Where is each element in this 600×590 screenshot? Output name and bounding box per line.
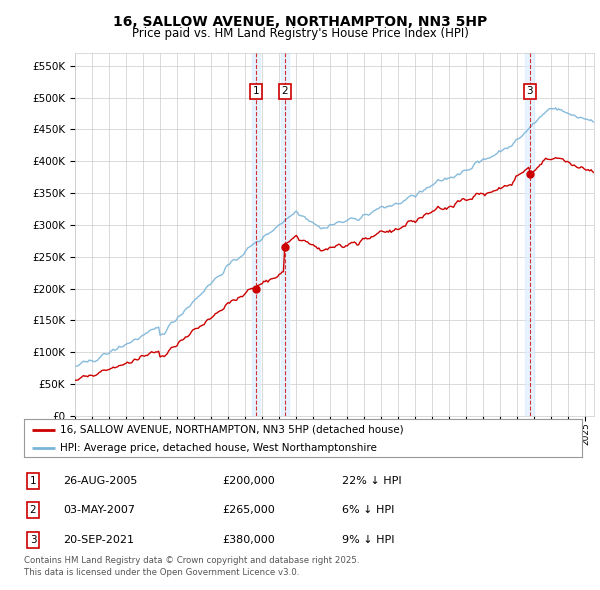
Text: HPI: Average price, detached house, West Northamptonshire: HPI: Average price, detached house, West… xyxy=(60,442,377,453)
Text: 1: 1 xyxy=(253,86,260,96)
Text: 22% ↓ HPI: 22% ↓ HPI xyxy=(342,476,401,486)
Text: 26-AUG-2005: 26-AUG-2005 xyxy=(63,476,137,486)
Text: 20-SEP-2021: 20-SEP-2021 xyxy=(63,535,134,545)
Text: £380,000: £380,000 xyxy=(222,535,275,545)
Text: 3: 3 xyxy=(29,535,37,545)
Text: 3: 3 xyxy=(526,86,533,96)
Text: 16, SALLOW AVENUE, NORTHAMPTON, NN3 5HP (detached house): 16, SALLOW AVENUE, NORTHAMPTON, NN3 5HP … xyxy=(60,425,404,435)
Text: Contains HM Land Registry data © Crown copyright and database right 2025.
This d: Contains HM Land Registry data © Crown c… xyxy=(24,556,359,577)
Text: 6% ↓ HPI: 6% ↓ HPI xyxy=(342,506,394,515)
Text: 1: 1 xyxy=(29,476,37,486)
Bar xyxy=(281,53,289,416)
Text: 9% ↓ HPI: 9% ↓ HPI xyxy=(342,535,395,545)
Text: Price paid vs. HM Land Registry's House Price Index (HPI): Price paid vs. HM Land Registry's House … xyxy=(131,27,469,40)
Text: 2: 2 xyxy=(281,86,288,96)
Text: 03-MAY-2007: 03-MAY-2007 xyxy=(63,506,135,515)
Text: £200,000: £200,000 xyxy=(222,476,275,486)
Bar xyxy=(252,53,260,416)
Bar xyxy=(526,53,534,416)
Text: £265,000: £265,000 xyxy=(222,506,275,515)
Text: 2: 2 xyxy=(29,506,37,515)
Text: 16, SALLOW AVENUE, NORTHAMPTON, NN3 5HP: 16, SALLOW AVENUE, NORTHAMPTON, NN3 5HP xyxy=(113,15,487,29)
